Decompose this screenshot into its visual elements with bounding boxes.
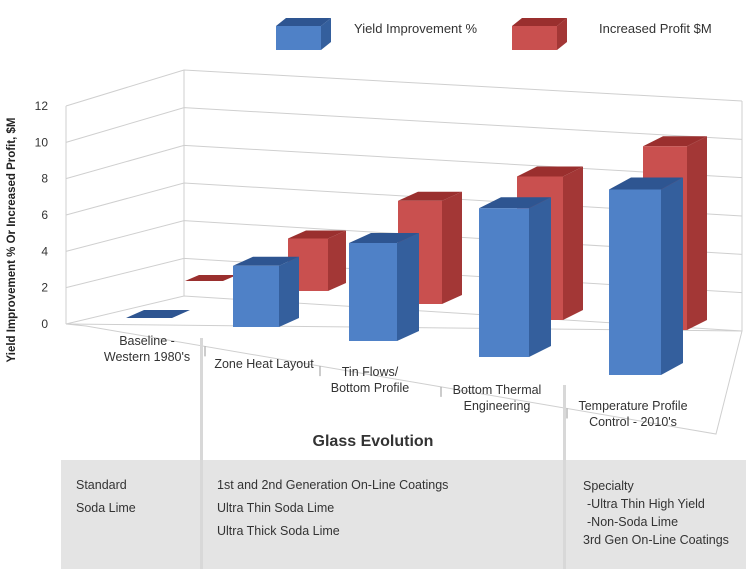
bar-profit-2-side (442, 191, 462, 304)
evolution-divider-1 (200, 338, 203, 569)
legend-swatch-yield (276, 18, 331, 50)
bar-profit-2-top (398, 191, 462, 201)
bar-profit-3-side (563, 166, 583, 320)
bar-yield-2-top (349, 233, 419, 243)
bar-yield-4-side (661, 177, 683, 375)
y-tick-label: 8 (41, 172, 48, 186)
y-tick-label: 2 (41, 281, 48, 295)
bar-yield-3-front (479, 208, 529, 357)
bar-profit-4-side (687, 136, 707, 330)
chart-plot: 0 2 4 6 8 10 12 (35, 69, 743, 435)
y-tick-label: 0 (41, 317, 48, 331)
evolution-line: Standard (76, 478, 127, 492)
evolution-column-standard: Standard Soda Lime (76, 474, 136, 520)
x-category-label-4: Temperature Profile Control - 2010's (578, 399, 688, 429)
bar-profit-0-flat (185, 275, 237, 281)
x-axis-title: Glass Evolution (312, 433, 434, 450)
bar-yield-2-side (397, 233, 419, 341)
bar-yield-3-side (529, 197, 551, 357)
evolution-line: -Ultra Thin High Yield (587, 497, 705, 511)
legend-label-yield: Yield Improvement % (354, 21, 478, 36)
y-axis-title-text: Yield Improvement % Or Increased Profit,… (6, 117, 18, 363)
y-tick-label: 10 (35, 135, 49, 149)
evolution-line: Soda Lime (76, 501, 136, 515)
evolution-divider-2 (563, 385, 566, 569)
y-tick-label: 6 (41, 208, 48, 222)
evolution-line: 1st and 2nd Generation On-Line Coatings (217, 478, 449, 492)
x-category-label-2: Tin Flows/Bottom Profile (330, 365, 410, 395)
gridline (65, 107, 743, 143)
y-tick-label: 12 (35, 99, 49, 113)
bar-profit-1-top (288, 230, 346, 239)
bar-profit-4-top (643, 136, 707, 147)
bar-yield-1-side (279, 256, 299, 327)
bar-yield-4-front (609, 189, 661, 375)
gridline (65, 69, 743, 107)
evolution-column-coatings: 1st and 2nd Generation On-Line Coatings … (217, 474, 448, 543)
evolution-line: Specialty (583, 479, 634, 493)
x-category-label-0: Baseline - Western 1980's (103, 334, 191, 364)
bar-yield-3-top (479, 197, 551, 209)
bar-yield-1-top (233, 256, 299, 266)
y-axis-title: Yield Improvement % Or Increased Profit,… (3, 20, 21, 460)
evolution-line: Ultra Thin Soda Lime (217, 501, 335, 515)
bar-yield-1-front (233, 265, 279, 327)
bar-yield-2-front (349, 243, 397, 341)
evolution-column-specialty: Specialty -Ultra Thin High Yield -Non-So… (583, 477, 729, 549)
bar-profit-3-top (517, 166, 583, 177)
bar-profit-1-side (328, 230, 346, 291)
evolution-panel (61, 460, 746, 569)
y-tick-label: 4 (41, 244, 48, 258)
legend-swatch-profit (512, 18, 567, 50)
evolution-line: 3rd Gen On-Line Coatings (583, 533, 729, 547)
legend-label-profit: Increased Profit $M (599, 21, 712, 36)
x-category-label-1: Zone Heat Layout (214, 357, 314, 371)
evolution-line: -Non-Soda Lime (587, 515, 679, 529)
x-category-label-3: Bottom Thermal Engineering (452, 383, 542, 413)
bar-yield-4-top (609, 177, 683, 190)
bar-yield-0-flat (126, 310, 190, 318)
gridline (65, 144, 743, 180)
evolution-line: Ultra Thick Soda Lime (217, 524, 340, 538)
